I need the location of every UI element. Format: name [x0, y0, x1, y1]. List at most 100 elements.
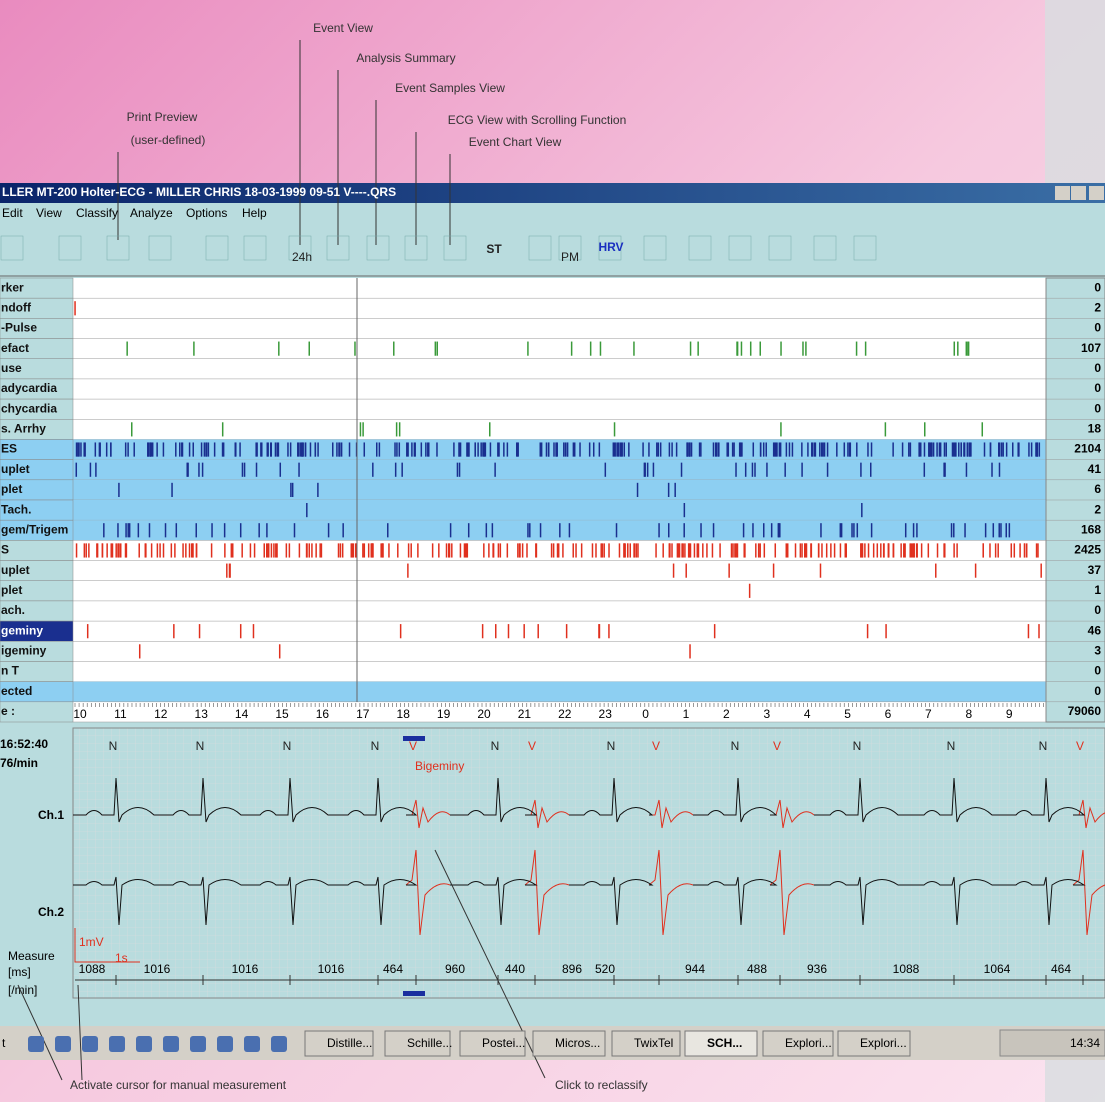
beat-label[interactable]: N — [196, 739, 205, 753]
toolbar-button[interactable] — [558, 235, 582, 261]
row-label[interactable]: uplet — [1, 563, 30, 577]
measure-label[interactable]: [/min] — [8, 983, 37, 997]
toolbar-text[interactable]: PM — [561, 250, 579, 264]
quick-launch-icon[interactable] — [271, 1036, 287, 1052]
beat-label[interactable]: V — [409, 739, 417, 753]
menu-item[interactable]: Options — [186, 206, 227, 220]
quick-launch-icon[interactable] — [109, 1036, 125, 1052]
row-label[interactable]: gem/Trigem — [1, 522, 68, 536]
task-label[interactable]: Distille... — [327, 1036, 372, 1050]
task-label[interactable]: SCH... — [707, 1036, 742, 1050]
toolbar-button[interactable] — [598, 235, 622, 261]
toolbar-button[interactable] — [205, 235, 229, 261]
row-label[interactable]: ndoff — [1, 300, 32, 314]
task-label[interactable]: TwixTel — [634, 1036, 673, 1050]
menu-item[interactable]: Edit — [2, 206, 23, 220]
row-label[interactable]: Tach. — [1, 502, 31, 516]
toolbar-button[interactable] — [243, 235, 267, 261]
beat-label[interactable]: V — [652, 739, 660, 753]
toolbar-button[interactable] — [813, 235, 837, 261]
task-label[interactable]: Postei... — [482, 1036, 525, 1050]
row-label[interactable]: chycardia — [1, 401, 57, 415]
start-button[interactable]: t — [2, 1036, 6, 1050]
row-label[interactable]: igeminy — [1, 644, 47, 658]
row-label[interactable]: ach. — [1, 603, 25, 617]
row-label-bg[interactable] — [0, 540, 74, 561]
toolbar-button[interactable] — [366, 235, 390, 261]
task-button[interactable] — [611, 1030, 681, 1057]
menu-item[interactable]: View — [36, 206, 62, 220]
toolbar-button[interactable] — [853, 235, 877, 261]
quick-launch-icon[interactable] — [163, 1036, 179, 1052]
beat-label[interactable]: N — [1039, 739, 1048, 753]
menu-item[interactable]: Classify — [76, 206, 118, 220]
row-label[interactable]: n T — [1, 664, 20, 678]
row-label[interactable]: uplet — [1, 462, 30, 476]
beat-label[interactable]: N — [109, 739, 118, 753]
row-label[interactable]: efact — [1, 341, 29, 355]
toolbar-button[interactable] — [58, 235, 82, 261]
row-label[interactable]: rker — [1, 280, 24, 294]
row-label[interactable]: ES — [1, 442, 17, 456]
menu-item[interactable]: Help — [242, 206, 267, 220]
quick-launch-icon[interactable] — [55, 1036, 71, 1052]
toolbar-button[interactable] — [0, 235, 24, 261]
beat-label[interactable]: N — [371, 739, 380, 753]
row-label[interactable]: ected — [1, 684, 32, 698]
row-label-bg[interactable] — [0, 701, 74, 723]
row-label[interactable]: plet — [1, 482, 22, 496]
beat-label[interactable]: V — [1076, 739, 1084, 753]
toolbar-text[interactable]: 24h — [292, 250, 312, 264]
toolbar-button[interactable] — [288, 235, 312, 261]
toolbar-button[interactable] — [688, 235, 712, 261]
beat-label[interactable]: V — [528, 739, 536, 753]
beat-label[interactable]: N — [607, 739, 616, 753]
task-button[interactable] — [837, 1030, 911, 1057]
beat-label[interactable]: V — [773, 739, 781, 753]
toolbar-text[interactable]: HRV — [598, 240, 623, 254]
measure-label[interactable]: [ms] — [8, 965, 31, 979]
menu-item[interactable]: Analyze — [130, 206, 173, 220]
toolbar-button[interactable] — [148, 235, 172, 261]
beat-label[interactable]: N — [491, 739, 500, 753]
toolbar-button[interactable] — [528, 235, 552, 261]
task-button[interactable] — [532, 1030, 606, 1057]
row-label[interactable]: plet — [1, 583, 22, 597]
beat-label[interactable]: N — [283, 739, 292, 753]
task-button[interactable] — [762, 1030, 834, 1057]
task-label[interactable]: Schille... — [407, 1036, 452, 1050]
quick-launch-icon[interactable] — [82, 1036, 98, 1052]
quick-launch-icon[interactable] — [217, 1036, 233, 1052]
toolbar-button[interactable] — [768, 235, 792, 261]
task-label[interactable]: Explori... — [860, 1036, 907, 1050]
row-label[interactable]: adycardia — [1, 381, 57, 395]
row-label[interactable]: use — [1, 361, 22, 375]
toolbar-button[interactable] — [404, 235, 428, 261]
task-label[interactable]: Micros... — [555, 1036, 600, 1050]
row-label[interactable]: S — [1, 543, 9, 557]
toolbar-button[interactable] — [443, 235, 467, 261]
task-button[interactable] — [384, 1030, 451, 1057]
window-buttons[interactable] — [1055, 186, 1104, 200]
task-button[interactable] — [684, 1030, 758, 1057]
quick-launch-icon[interactable] — [190, 1036, 206, 1052]
task-button[interactable] — [459, 1030, 526, 1057]
row-label[interactable]: geminy — [1, 623, 43, 637]
beat-label[interactable]: N — [853, 739, 862, 753]
toolbar-button[interactable] — [326, 235, 350, 261]
toolbar-button[interactable] — [728, 235, 752, 261]
row-label[interactable]: s. Arrhy — [1, 422, 46, 436]
row-label[interactable]: -Pulse — [1, 321, 37, 335]
toolbar-button[interactable] — [106, 235, 130, 261]
toolbar-text[interactable]: ST — [486, 242, 502, 256]
task-button[interactable] — [304, 1030, 374, 1057]
measure-label[interactable]: Measure — [8, 949, 55, 963]
beat-label[interactable]: N — [947, 739, 956, 753]
beat-label[interactable]: N — [731, 739, 740, 753]
row-label[interactable]: e : — [1, 704, 15, 718]
task-label[interactable]: Explori... — [785, 1036, 832, 1050]
quick-launch-icon[interactable] — [28, 1036, 44, 1052]
toolbar-button[interactable] — [643, 235, 667, 261]
quick-launch-icon[interactable] — [244, 1036, 260, 1052]
quick-launch-icon[interactable] — [136, 1036, 152, 1052]
